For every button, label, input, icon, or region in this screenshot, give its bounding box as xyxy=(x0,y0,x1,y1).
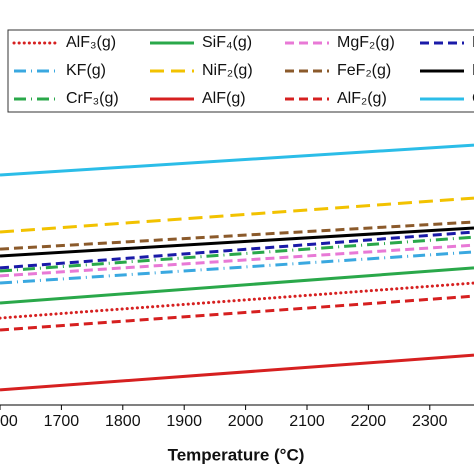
legend-label: AlF(g) xyxy=(202,90,246,107)
legend-label: KF(g) xyxy=(66,62,106,79)
series-line xyxy=(0,250,474,285)
x-tick-label: 2300 xyxy=(412,413,448,430)
series-line xyxy=(0,294,474,332)
legend-label: AlF₃(g) xyxy=(66,34,116,51)
x-tick-label: 2200 xyxy=(351,413,387,430)
legend-item: AlF(g) xyxy=(150,90,246,107)
series-line xyxy=(0,281,474,320)
series-line xyxy=(0,196,474,234)
legend-item: NiF₂(g) xyxy=(150,62,253,79)
legend-label: FeF₂(g) xyxy=(337,62,391,79)
series-line xyxy=(0,220,474,251)
x-tick-label: 1800 xyxy=(105,413,141,430)
x-tick-label: 2100 xyxy=(289,413,325,430)
series-line xyxy=(0,143,474,177)
legend-label: SiF₄(g) xyxy=(202,34,252,51)
x-tick-label: 1600 xyxy=(0,413,18,430)
legend-item: MgF₂(g) xyxy=(285,34,395,51)
legend-item: AlF₂(g) xyxy=(285,90,387,107)
legend-label: MgF₂(g) xyxy=(337,34,395,51)
legend-label: M xyxy=(472,62,474,79)
legend-item: M xyxy=(420,62,474,79)
series-line xyxy=(0,226,474,258)
series-line xyxy=(0,243,474,278)
series-line xyxy=(0,266,474,305)
legend-item: FeF₂(g) xyxy=(285,62,391,79)
series-line xyxy=(0,235,474,273)
x-tick-label: 1700 xyxy=(44,413,80,430)
series-line xyxy=(0,353,474,392)
x-axis-label: Temperature (°C) xyxy=(168,445,305,464)
legend-item: CrF₃(g) xyxy=(14,90,119,107)
legend-item: KF(g) xyxy=(14,62,106,79)
legend-label: AlF₂(g) xyxy=(337,90,387,107)
legend-label: NiF₂(g) xyxy=(202,62,253,79)
legend-label: N xyxy=(472,34,474,51)
legend-label: CrF₃(g) xyxy=(66,90,119,107)
legend-label: C xyxy=(472,90,474,107)
series-line xyxy=(0,230,474,270)
legend-item: SiF₄(g) xyxy=(150,34,252,51)
legend-item: C xyxy=(420,90,474,107)
legend-item: AlF₃(g) xyxy=(12,34,116,51)
x-tick-label: 2000 xyxy=(228,413,264,430)
legend-box xyxy=(7,29,474,113)
x-tick-label: 1900 xyxy=(166,413,202,430)
legend-item: N xyxy=(420,34,474,51)
